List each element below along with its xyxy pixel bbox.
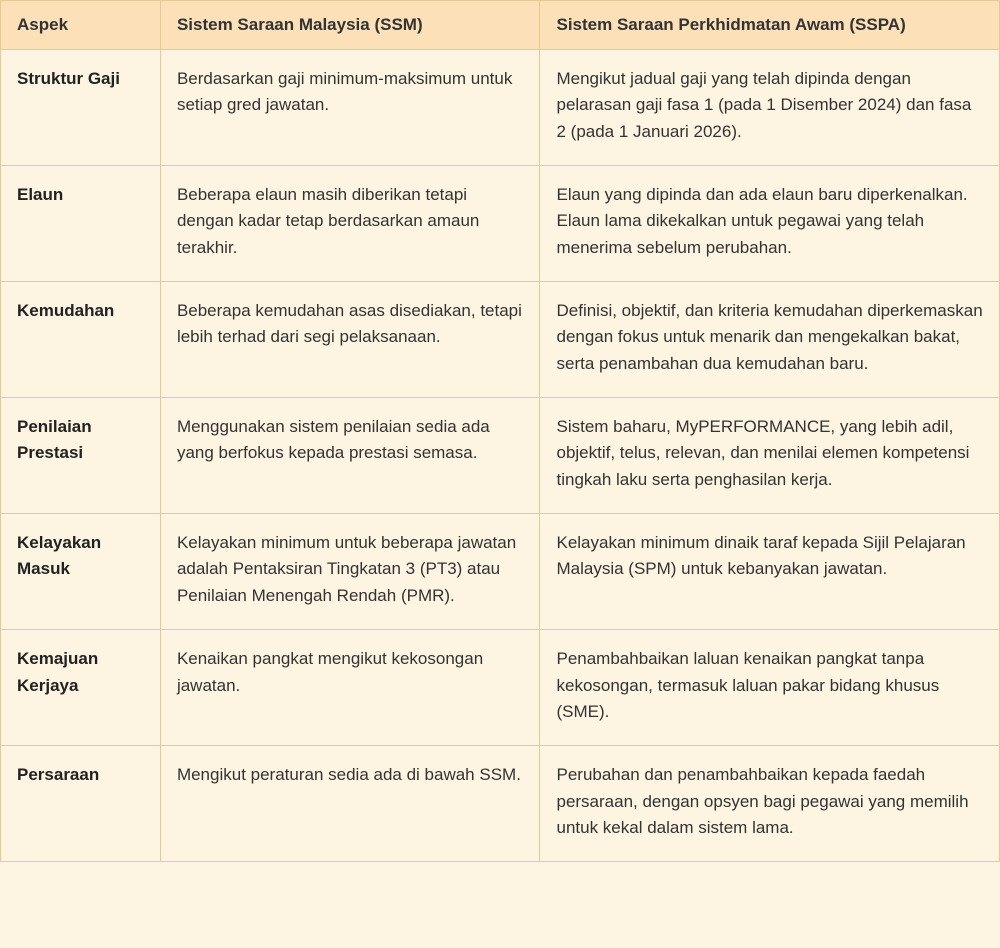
cell-sspa: Sistem baharu, MyPERFORMANCE, yang lebih… xyxy=(540,398,1000,514)
cell-ssm: Kelayakan minimum untuk beberapa jawatan… xyxy=(160,514,540,630)
cell-aspek: Persaraan xyxy=(1,746,161,862)
cell-aspek: Kemajuan Kerjaya xyxy=(1,630,161,746)
cell-aspek: Kelayakan Masuk xyxy=(1,514,161,630)
col-header-ssm: Sistem Saraan Malaysia (SSM) xyxy=(160,1,540,50)
cell-sspa: Penambahbaikan laluan kenaikan pangkat t… xyxy=(540,630,1000,746)
cell-ssm: Mengikut peraturan sedia ada di bawah SS… xyxy=(160,746,540,862)
cell-sspa: Definisi, objektif, dan kriteria kemudah… xyxy=(540,282,1000,398)
cell-aspek: Kemudahan xyxy=(1,282,161,398)
cell-ssm: Beberapa elaun masih diberikan tetapi de… xyxy=(160,166,540,282)
cell-aspek: Struktur Gaji xyxy=(1,50,161,166)
cell-sspa: Mengikut jadual gaji yang telah dipinda … xyxy=(540,50,1000,166)
table-row: Kemajuan Kerjaya Kenaikan pangkat mengik… xyxy=(1,630,1000,746)
cell-sspa: Kelayakan minimum dinaik taraf kepada Si… xyxy=(540,514,1000,630)
table-row: Struktur Gaji Berdasarkan gaji minimum-m… xyxy=(1,50,1000,166)
cell-aspek: Elaun xyxy=(1,166,161,282)
cell-sspa: Elaun yang dipinda dan ada elaun baru di… xyxy=(540,166,1000,282)
table-row: Kelayakan Masuk Kelayakan minimum untuk … xyxy=(1,514,1000,630)
table-header-row: Aspek Sistem Saraan Malaysia (SSM) Siste… xyxy=(1,1,1000,50)
cell-ssm: Beberapa kemudahan asas disediakan, teta… xyxy=(160,282,540,398)
table-row: Elaun Beberapa elaun masih diberikan tet… xyxy=(1,166,1000,282)
table-row: Kemudahan Beberapa kemudahan asas disedi… xyxy=(1,282,1000,398)
table-row: Penilaian Prestasi Menggunakan sistem pe… xyxy=(1,398,1000,514)
col-header-aspek: Aspek xyxy=(1,1,161,50)
comparison-table: Aspek Sistem Saraan Malaysia (SSM) Siste… xyxy=(0,0,1000,862)
table-row: Persaraan Mengikut peraturan sedia ada d… xyxy=(1,746,1000,862)
cell-aspek: Penilaian Prestasi xyxy=(1,398,161,514)
cell-sspa: Perubahan dan penambahbaikan kepada faed… xyxy=(540,746,1000,862)
cell-ssm: Berdasarkan gaji minimum-maksimum untuk … xyxy=(160,50,540,166)
cell-ssm: Kenaikan pangkat mengikut kekosongan jaw… xyxy=(160,630,540,746)
cell-ssm: Menggunakan sistem penilaian sedia ada y… xyxy=(160,398,540,514)
col-header-sspa: Sistem Saraan Perkhidmatan Awam (SSPA) xyxy=(540,1,1000,50)
